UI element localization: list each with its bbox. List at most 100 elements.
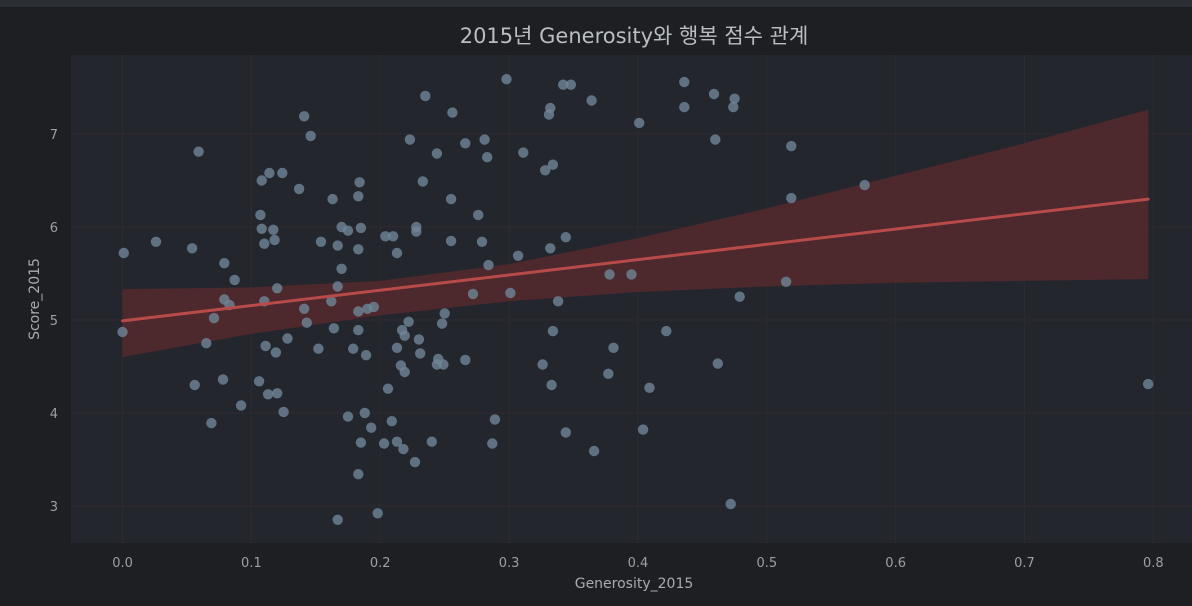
data-point <box>512 250 524 261</box>
data-point <box>626 269 637 280</box>
data-point <box>413 334 425 345</box>
data-point <box>332 240 343 251</box>
x-tick-label: 0.1 <box>241 556 262 571</box>
data-point <box>229 274 240 286</box>
data-point <box>342 411 354 422</box>
x-tick-label: 0.6 <box>885 556 906 571</box>
data-point <box>386 416 397 427</box>
data-point <box>342 225 354 236</box>
y-tick-label: 4 <box>50 407 58 422</box>
data-point <box>378 438 390 449</box>
data-point <box>489 414 501 425</box>
data-point <box>558 79 569 90</box>
data-point <box>380 231 391 242</box>
data-point <box>482 152 493 163</box>
data-point <box>253 376 265 387</box>
data-point <box>436 318 448 329</box>
data-point <box>208 312 220 324</box>
data-point <box>415 348 426 359</box>
data-point <box>543 109 555 120</box>
y-axis-title: Score_2015 <box>27 258 43 340</box>
x-tick-labels: 0.0 0.1 0.2 0.3 0.4 0.5 0.6 0.7 0.8 <box>112 556 1163 571</box>
y-tick-label: 3 <box>50 500 58 515</box>
data-point <box>332 514 343 525</box>
data-point <box>313 343 324 354</box>
data-point <box>679 101 690 113</box>
data-point <box>479 134 490 145</box>
data-point <box>206 417 217 429</box>
data-point <box>786 192 797 204</box>
y-tick-label: 7 <box>50 128 58 143</box>
regression-line-layer <box>121 197 1150 323</box>
data-point <box>189 379 200 391</box>
data-point <box>501 74 512 85</box>
data-point <box>193 146 204 157</box>
data-point <box>518 147 529 158</box>
data-point <box>560 232 571 243</box>
data-point <box>438 359 449 370</box>
data-point <box>729 93 740 104</box>
x-tick-label: 0.8 <box>1143 556 1164 571</box>
data-point <box>411 226 422 237</box>
chart-title: 2015년 Generosity와 행복 점수 관계 <box>460 24 809 48</box>
data-point <box>417 176 428 187</box>
data-point <box>483 259 494 271</box>
data-point <box>359 407 370 419</box>
data-point <box>353 244 364 255</box>
data-point <box>264 167 275 179</box>
data-point <box>255 209 266 221</box>
data-point <box>712 358 723 369</box>
data-point <box>487 438 498 449</box>
data-point <box>540 165 551 176</box>
data-point <box>256 223 267 234</box>
data-point <box>362 303 373 314</box>
confidence-band <box>122 109 1149 358</box>
data-point <box>391 436 403 447</box>
data-point <box>565 79 577 90</box>
data-point <box>439 308 450 319</box>
data-point <box>117 326 128 338</box>
data-point <box>235 400 247 411</box>
data-point <box>644 382 655 393</box>
data-point <box>353 324 364 336</box>
y-tick-labels: 3 4 5 6 7 <box>50 128 58 515</box>
data-point <box>447 107 458 118</box>
data-point <box>217 374 229 385</box>
data-point <box>366 422 377 433</box>
data-point <box>268 224 279 235</box>
data-point <box>277 167 288 179</box>
data-point <box>256 175 267 186</box>
data-point <box>270 347 282 358</box>
data-point <box>786 140 797 152</box>
data-point <box>269 234 280 246</box>
x-tick-label: 0.2 <box>370 556 391 571</box>
data-point <box>399 330 410 341</box>
data-point <box>353 191 364 202</box>
x-tick-label: 0.5 <box>756 556 777 571</box>
data-point <box>473 209 484 221</box>
data-point <box>118 247 129 259</box>
data-point <box>608 342 619 353</box>
data-point <box>780 276 792 287</box>
data-point <box>679 76 690 88</box>
data-point <box>467 288 479 300</box>
data-point <box>328 323 340 334</box>
data-point <box>426 436 437 447</box>
data-point <box>326 296 337 307</box>
data-point <box>586 95 597 106</box>
top-bar <box>0 0 1192 7</box>
data-point <box>545 243 556 254</box>
data-point <box>348 343 359 354</box>
data-point <box>353 469 364 480</box>
data-point <box>354 177 365 188</box>
data-point <box>299 111 310 122</box>
data-point <box>399 366 410 378</box>
data-point <box>327 193 338 205</box>
data-point <box>710 134 721 145</box>
data-point <box>219 258 230 269</box>
x-tick-label: 0.4 <box>628 556 649 571</box>
data-point <box>404 134 416 145</box>
data-point <box>391 342 403 353</box>
data-point <box>734 291 745 302</box>
regression-line <box>121 197 1150 323</box>
